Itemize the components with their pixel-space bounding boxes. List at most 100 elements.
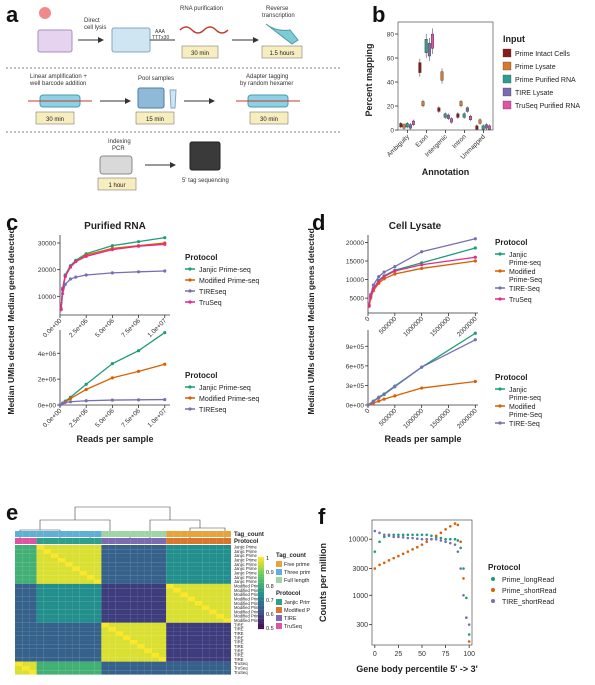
heatmap-cell (65, 562, 73, 567)
data-point (136, 349, 141, 353)
heatmap-cell (22, 575, 30, 580)
heatmap-cell (51, 661, 59, 666)
x-axis-label: Annotation (422, 167, 470, 177)
heatmap-cell (137, 601, 145, 606)
heatmap-cell (223, 583, 231, 589)
data-point (163, 362, 167, 366)
legend-label: Janjic Prime-seq (199, 385, 251, 392)
protocol-legend-swatch (276, 615, 282, 621)
heatmap-cell (29, 557, 37, 563)
heatmap-cell (151, 614, 159, 619)
heatmap-cell (94, 601, 102, 606)
y-tick-label: 40 (387, 80, 395, 87)
legend-d-bottom-title: Protocol (495, 373, 527, 382)
heatmap-cell (51, 609, 59, 615)
y-tick-label: 20000 (38, 267, 56, 274)
heatmap-cell (65, 627, 73, 632)
protocol-track-cell (137, 538, 145, 544)
heatmap-cell (29, 570, 37, 576)
heatmap-cell (94, 635, 102, 641)
heatmap-cell (87, 631, 95, 636)
data-point (387, 534, 391, 538)
heatmap-cell (79, 588, 87, 593)
heatmap-cell (79, 579, 87, 584)
y-tick-label: 20000 (346, 240, 364, 247)
data-point (378, 540, 381, 544)
heatmap-cell (195, 661, 203, 666)
heatmap-cell (202, 648, 210, 653)
heatmap-cell (202, 635, 210, 641)
data-point (377, 396, 381, 400)
heatmap-cell (123, 618, 131, 623)
legend-label: TIRE-Seq (509, 421, 540, 428)
heatmap-cell (195, 618, 203, 623)
heatmap-cell (202, 562, 210, 567)
heatmap-cell (130, 596, 138, 602)
heatmap-cell (36, 657, 44, 662)
heatmap-cell (195, 549, 203, 554)
row-label: Janjic Prime (234, 558, 257, 563)
protocol-legend-label: TIRE (284, 616, 297, 622)
heatmap-cell (187, 583, 195, 589)
data-point (63, 274, 67, 278)
heatmap-cell (195, 640, 203, 645)
protocol-track-cell (72, 538, 80, 544)
heatmap-cell (151, 631, 159, 636)
heatmap-cell (36, 583, 44, 589)
heatmap-cell (130, 653, 138, 658)
row-label: TIRE (234, 635, 244, 640)
cell-plate-icon (37, 29, 73, 53)
heatmap-cell (223, 566, 231, 571)
row-label: TruSeq (234, 666, 248, 671)
heatmap-cell (144, 549, 152, 554)
heatmap-cell (43, 661, 51, 666)
heatmap-cell (79, 545, 87, 550)
heatmap-cell (51, 657, 59, 662)
heatmap-cell (65, 661, 73, 666)
heatmap-cell (79, 583, 87, 589)
data-point (110, 376, 114, 380)
heatmap-cell (15, 583, 23, 589)
heatmap-cell (79, 614, 87, 619)
heatmap-cell (130, 648, 138, 653)
data-point (84, 387, 88, 392)
scale-cell (258, 612, 264, 615)
heatmap-cell (209, 648, 217, 653)
legend-swatch-dot (188, 278, 192, 282)
polya-label: AAA TTTx30 (152, 29, 169, 41)
heatmap-cell (101, 575, 109, 580)
heatmap-cell (115, 644, 123, 649)
heatmap-cell (144, 657, 152, 662)
heatmap-cell (223, 545, 231, 550)
heatmap-cell (51, 579, 59, 584)
heatmap-cell (29, 579, 37, 584)
heatmap-cell (166, 670, 174, 675)
box-0-3 (408, 124, 412, 129)
heatmap-cell (101, 618, 109, 623)
heatmap-cell (159, 627, 167, 632)
heatmap-cell (108, 562, 116, 567)
data-point (58, 403, 62, 407)
heatmap-cell (43, 622, 51, 628)
heatmap-cell (15, 553, 23, 558)
box-4-4 (488, 125, 491, 130)
heatmap-cell (87, 657, 95, 662)
legend-label: TruSeq (199, 300, 222, 307)
data-point (456, 523, 460, 527)
time-badge (249, 111, 289, 125)
heatmap-cell (180, 579, 188, 584)
tag-track-cell (173, 531, 181, 537)
heatmap-cell (180, 657, 188, 662)
heatmap-cell (195, 622, 203, 628)
protocol-legend-swatch (276, 599, 282, 605)
tag-track-cell (51, 531, 59, 537)
heatmap-cell (187, 553, 195, 558)
heatmap-cell (43, 553, 51, 558)
legend-label: Modified Prime-Seq (509, 269, 542, 284)
row-label: Modified Prime (234, 583, 263, 588)
heatmap-cell (87, 644, 95, 649)
data-point (449, 541, 452, 545)
heatmap-cell (87, 596, 95, 602)
heatmap-cell (94, 661, 102, 666)
heatmap-cell (15, 588, 23, 593)
